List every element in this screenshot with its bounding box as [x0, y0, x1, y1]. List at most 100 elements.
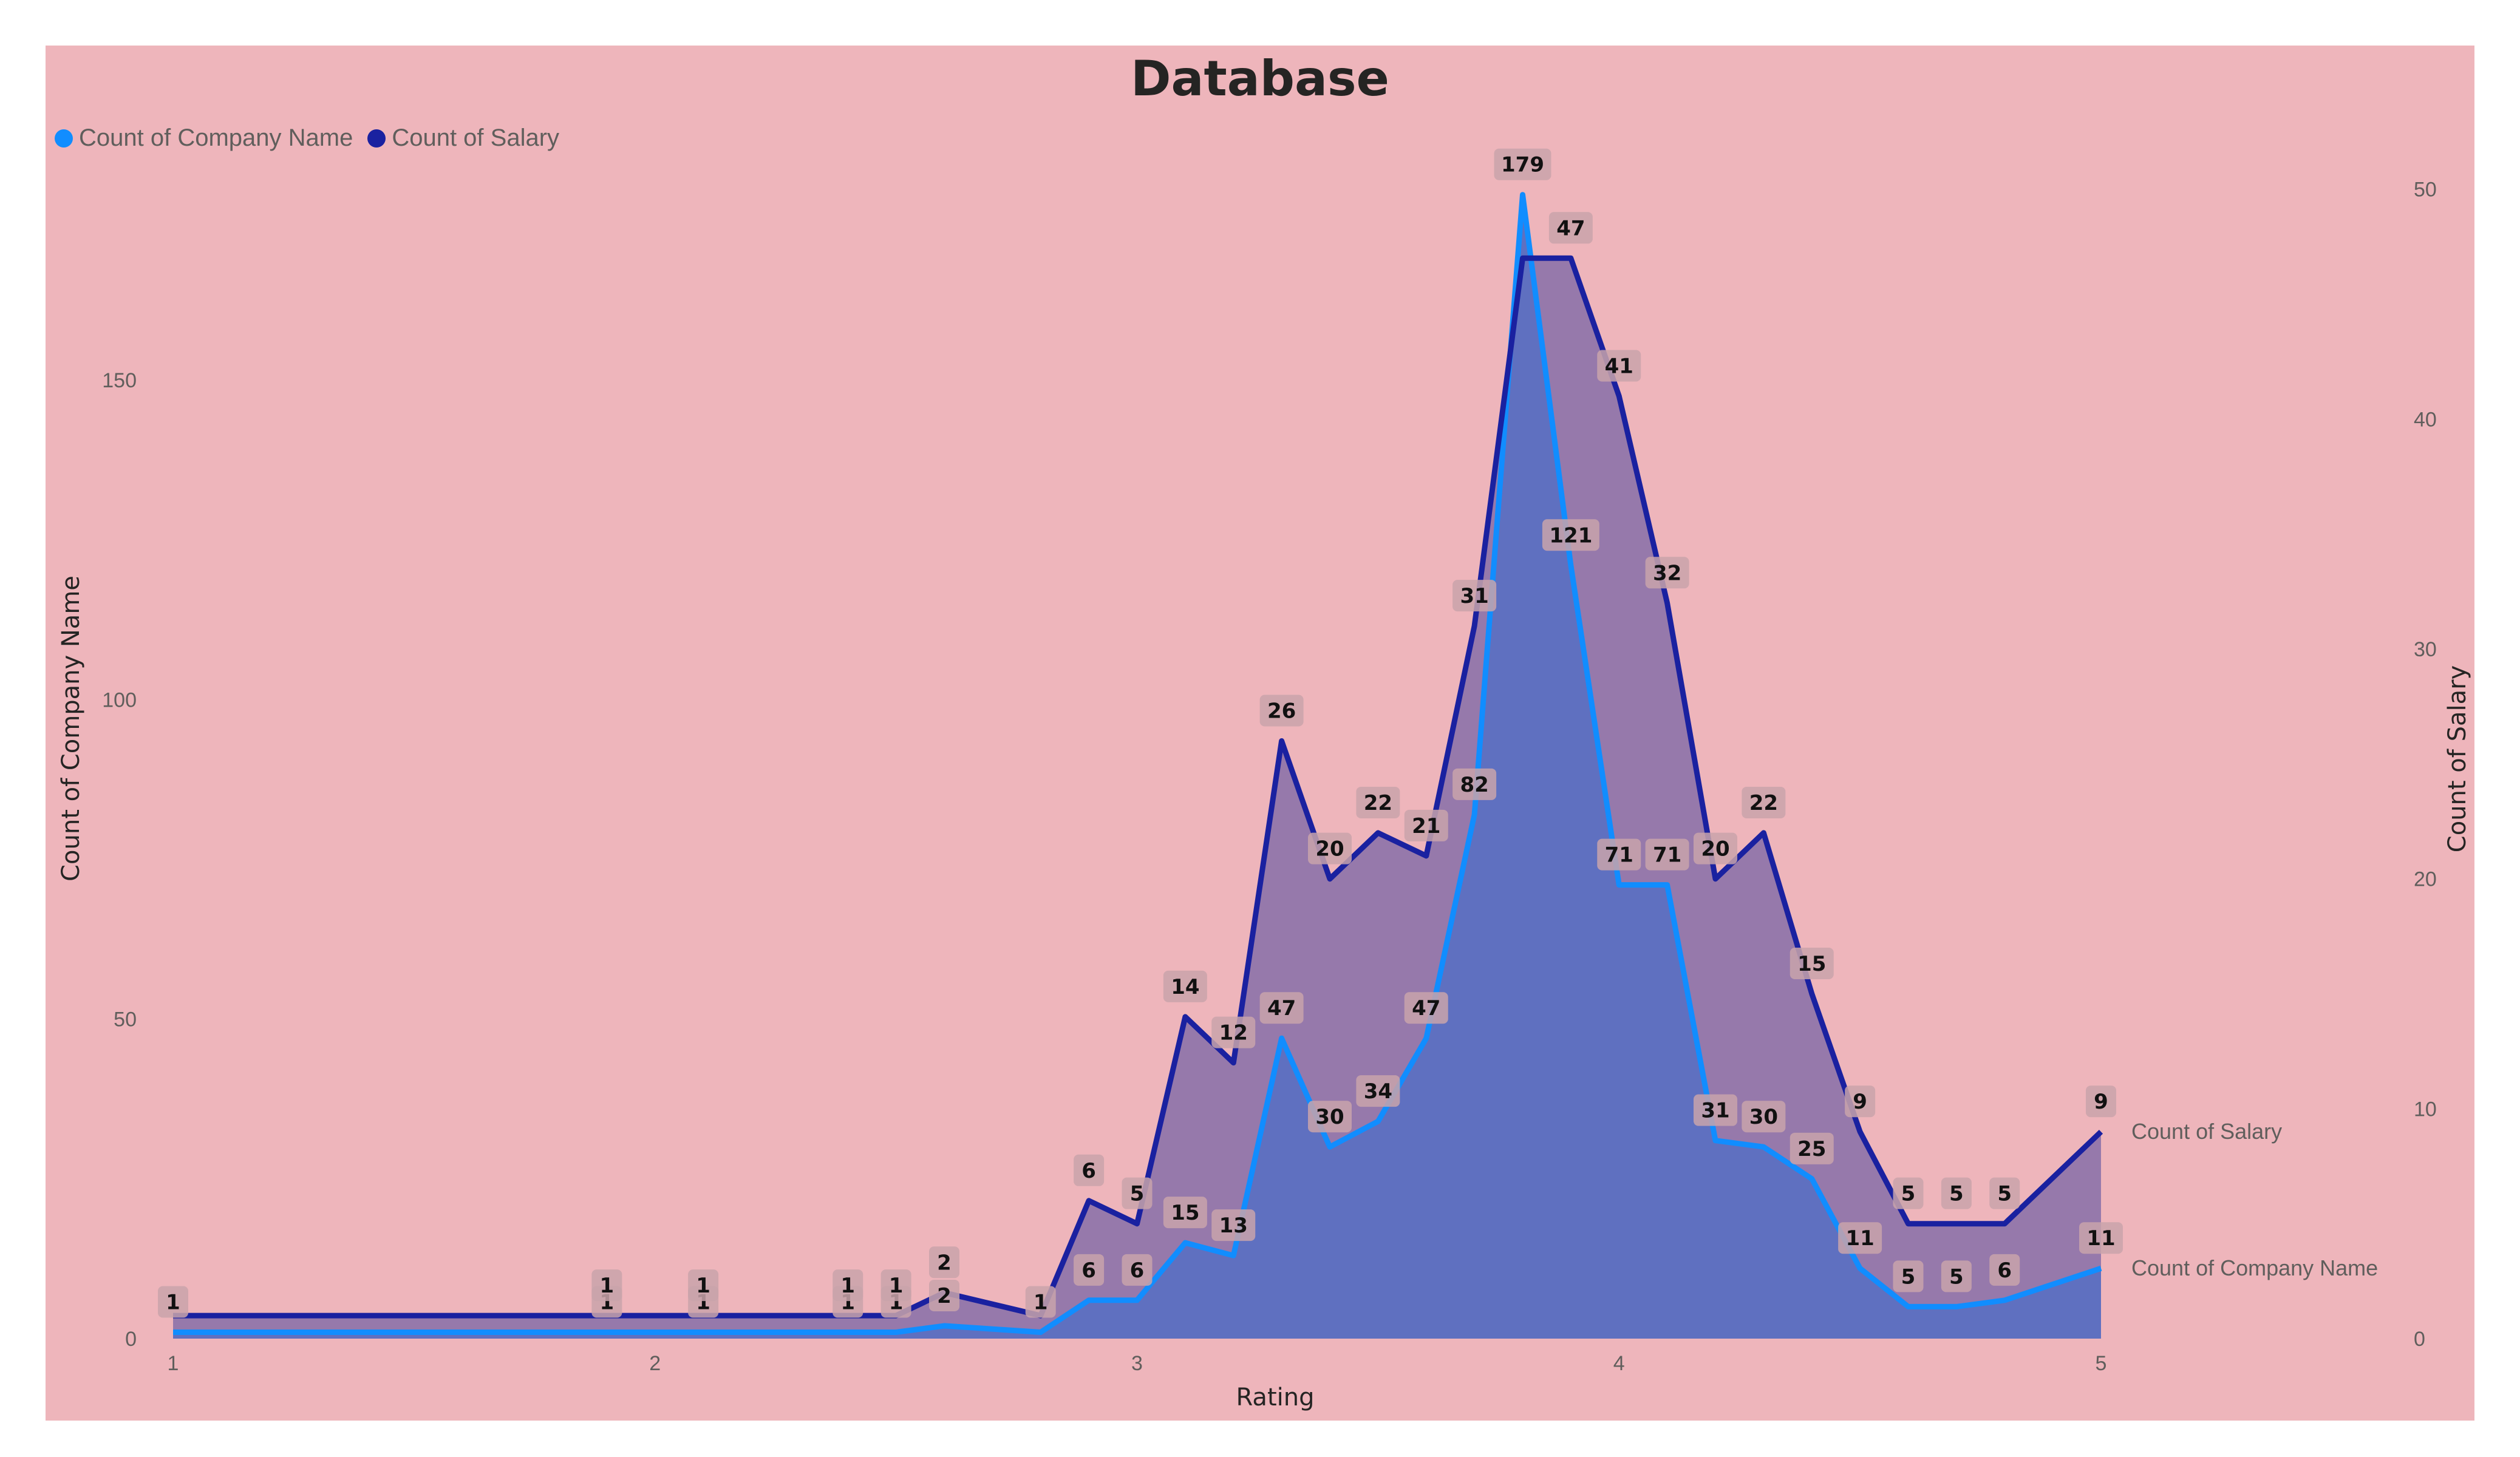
y-right-tick-label: 20	[2414, 868, 2437, 891]
company-data-label-box	[1122, 1254, 1153, 1286]
company-data-label-box	[1452, 768, 1497, 800]
salary-data-label-box	[1790, 948, 1834, 980]
salary-data-label: 5	[1949, 1182, 1964, 1206]
legend-item-salary[interactable]: Count of Salary	[367, 124, 559, 152]
company-data-label: 2	[937, 1284, 952, 1308]
company-data-label: 71	[1605, 843, 1633, 868]
salary-data-label: 1	[889, 1274, 904, 1298]
salary-data-label: 20	[1701, 837, 1729, 861]
company-data-label: 30	[1749, 1105, 1778, 1129]
company-data-label-box	[1163, 1197, 1207, 1229]
company-data-label-box	[1941, 1260, 1972, 1292]
company-data-label: 13	[1219, 1214, 1248, 1238]
salary-data-label: 5	[1130, 1182, 1145, 1206]
x-tick-label: 2	[649, 1352, 661, 1375]
x-tick-label: 3	[1131, 1352, 1143, 1375]
company-data-label-box	[929, 1279, 959, 1311]
x-axis-title: Rating	[1236, 1384, 1315, 1411]
company-data-label: 5	[1949, 1265, 1964, 1289]
salary-data-label-box	[880, 1269, 911, 1302]
salary-data-label: 14	[1171, 975, 1199, 999]
salary-data-label-box	[591, 1269, 622, 1302]
salary-data-label-box	[688, 1269, 719, 1302]
salary-data-label-box	[1597, 350, 1641, 382]
salary-data-label-box	[1163, 970, 1207, 1002]
company-data-label: 71	[1653, 843, 1681, 868]
salary-data-label-box	[1404, 809, 1448, 841]
company-data-label-box	[1838, 1222, 1882, 1254]
company-area-fill	[173, 194, 2101, 1339]
company-data-label-box	[1742, 1101, 1786, 1133]
y-left-tick-label: 0	[125, 1328, 137, 1351]
x-tick-label: 1	[168, 1352, 179, 1375]
salary-data-label: 31	[1460, 584, 1488, 608]
company-data-label-box	[158, 1286, 188, 1318]
company-data-label-box	[1494, 148, 1551, 180]
salary-data-label: 12	[1219, 1021, 1248, 1045]
company-data-label-box	[1074, 1254, 1105, 1286]
company-data-label: 82	[1460, 773, 1488, 797]
company-data-label: 11	[1845, 1226, 1874, 1251]
company-data-label: 15	[1171, 1201, 1199, 1225]
salary-data-label-box	[1694, 832, 1737, 864]
company-series-line[interactable]	[173, 192, 2102, 1335]
salary-data-label-box	[1645, 557, 1689, 589]
company-data-label: 25	[1797, 1137, 1826, 1161]
company-end-label: Count of Company Name	[2131, 1255, 2378, 1280]
legend-dot-salary	[367, 129, 386, 148]
company-data-label-box	[1025, 1286, 1056, 1318]
salary-data-label: 22	[1364, 791, 1392, 815]
salary-series-line[interactable]	[173, 255, 2103, 1319]
company-data-label-box	[1259, 992, 1304, 1024]
company-data-label-box	[1893, 1260, 1924, 1292]
company-data-label-box	[2079, 1222, 2123, 1254]
company-data-label: 34	[1364, 1079, 1392, 1104]
y-right-tick-label: 40	[2414, 408, 2437, 431]
company-data-label: 121	[1549, 523, 1592, 548]
salary-data-label-box	[1845, 1085, 1876, 1118]
company-data-label-box	[1645, 838, 1689, 871]
y-right-tick-label: 10	[2414, 1098, 2437, 1121]
company-data-label: 1	[166, 1290, 180, 1314]
salary-data-label-box	[1074, 1154, 1105, 1186]
salary-data-label: 1	[696, 1274, 710, 1298]
y-right-tick-label: 0	[2414, 1328, 2425, 1351]
salary-data-label-box	[929, 1246, 959, 1279]
salary-data-label: 2	[937, 1251, 952, 1275]
salary-data-label-box	[1308, 832, 1352, 864]
salary-data-label: 22	[1749, 791, 1778, 815]
y-left-tick-label: 100	[102, 688, 137, 712]
x-tick-label: 5	[2096, 1352, 2107, 1375]
company-area	[173, 194, 2101, 1339]
company-data-label: 5	[1901, 1265, 1916, 1289]
salary-data-label: 5	[1997, 1182, 2012, 1206]
salary-data-label-box	[1211, 1016, 1256, 1048]
salary-data-label: 1	[600, 1274, 615, 1298]
salary-data-label: 6	[1081, 1159, 1096, 1183]
y-left-tick-label: 50	[114, 1008, 137, 1031]
legend-label-company: Count of Company Name	[79, 124, 353, 151]
legend-item-company[interactable]: Count of Company Name	[55, 124, 353, 152]
y-axis-left-title: Count of Company Name	[57, 576, 85, 881]
company-data-label: 31	[1701, 1099, 1729, 1123]
company-data-label: 47	[1267, 996, 1296, 1021]
company-data-label-box	[1989, 1254, 2020, 1286]
salary-data-label: 26	[1267, 699, 1296, 723]
company-data-label-box	[1694, 1094, 1737, 1126]
legend-label-salary: Count of Salary	[392, 124, 560, 151]
company-data-label-box	[1211, 1209, 1256, 1241]
salary-data-label: 41	[1605, 354, 1633, 378]
legend-dot-company	[55, 129, 73, 148]
y-right-tick-label: 50	[2414, 178, 2437, 202]
salary-data-label: 9	[1853, 1090, 1867, 1114]
salary-data-label: 9	[2094, 1090, 2108, 1114]
salary-data-label: 21	[1412, 814, 1440, 838]
salary-data-label: 5	[1901, 1182, 1916, 1206]
legend: Count of Company Name Count of Salary	[55, 124, 574, 152]
company-data-label-box	[1542, 519, 1599, 551]
series-lines	[173, 192, 2103, 1335]
y-left-tick-label: 150	[102, 369, 137, 392]
